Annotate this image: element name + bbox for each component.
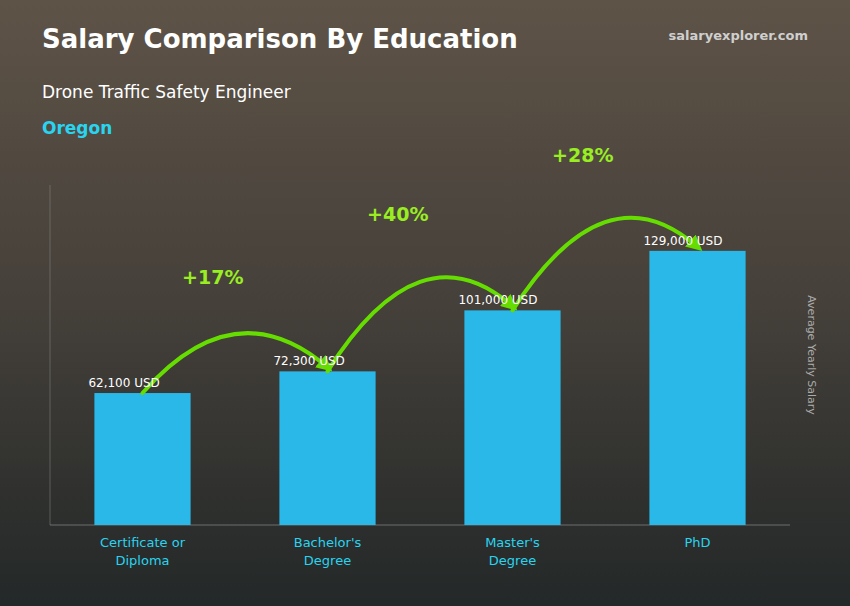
value-label: 62,100 USD	[88, 376, 159, 390]
source: salaryexplorer.com	[669, 28, 808, 43]
change-arrow	[328, 277, 513, 371]
x-tick-label: Bachelor'sDegree	[294, 535, 362, 568]
title: Salary Comparison By Education	[42, 24, 518, 54]
value-label: 129,000 USD	[643, 234, 722, 248]
change-label: +40%	[367, 203, 428, 225]
change-label: +17%	[182, 266, 243, 288]
change-arrow	[513, 218, 698, 311]
x-tick-label: Certificate orDiploma	[100, 535, 186, 568]
bar	[649, 251, 745, 525]
chart: Salary Comparison By Education Drone Traf…	[0, 0, 850, 606]
value-label: 101,000 USD	[458, 293, 537, 307]
bar	[279, 371, 375, 525]
bar	[94, 393, 190, 525]
background	[0, 0, 850, 606]
bar	[464, 310, 560, 525]
value-label: 72,300 USD	[273, 354, 344, 368]
location: Oregon	[42, 118, 112, 138]
x-tick-label: Master'sDegree	[485, 535, 540, 568]
y-axis-line	[50, 185, 51, 525]
change-label: +28%	[552, 144, 613, 166]
y-axis-label: Average Yearly Salary	[805, 295, 818, 415]
x-tick-label: PhD	[684, 535, 710, 550]
plot-marks	[94, 218, 745, 525]
subtitle: Drone Traffic Safety Engineer	[42, 82, 291, 102]
